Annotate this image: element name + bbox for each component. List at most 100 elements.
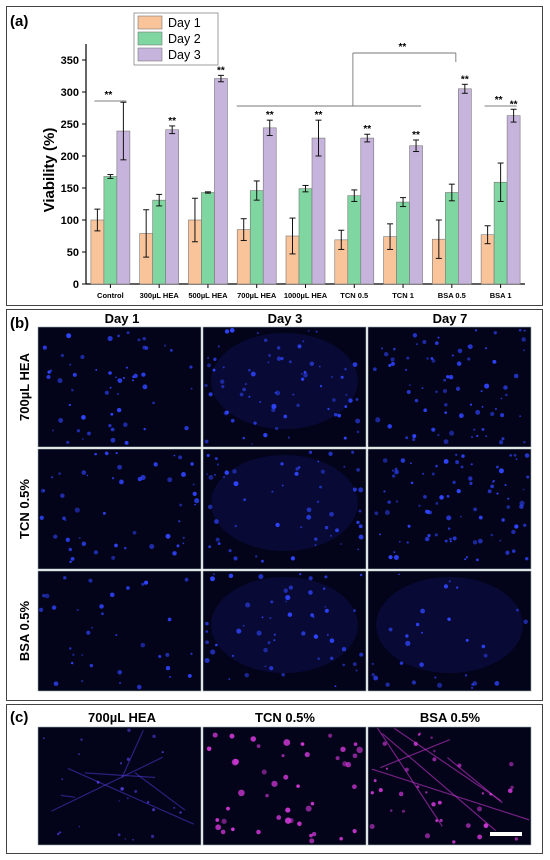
cell-nucleus xyxy=(115,634,118,637)
cell-nucleus xyxy=(493,331,497,335)
cell-nucleus xyxy=(355,418,361,424)
bar xyxy=(152,199,166,285)
bar xyxy=(262,127,277,285)
cell-nucleus xyxy=(437,800,442,805)
cell-nucleus xyxy=(407,524,411,528)
cell-nucleus xyxy=(457,763,462,768)
cell-nucleus xyxy=(96,780,100,784)
y-axis-label: Viability (%) xyxy=(41,128,58,213)
cell-nucleus xyxy=(393,347,396,351)
cell-nucleus xyxy=(206,473,208,475)
bar xyxy=(458,88,472,285)
cell-nucleus xyxy=(46,374,51,380)
cell-nucleus xyxy=(353,609,356,612)
cell-nucleus xyxy=(297,821,302,827)
cell-nucleus xyxy=(431,472,435,476)
cell-nucleus xyxy=(369,824,375,830)
x-tick-label: TCN 1 xyxy=(392,291,414,300)
cell-nucleus xyxy=(300,377,305,381)
cell-nucleus xyxy=(206,746,212,752)
cell-nucleus xyxy=(358,524,363,529)
cell-nucleus xyxy=(271,403,277,409)
cell-nucleus xyxy=(501,437,505,441)
cell-nucleus xyxy=(330,656,334,660)
cell-nucleus xyxy=(61,778,64,781)
cell-nucleus xyxy=(312,615,315,619)
cell-nucleus xyxy=(179,811,182,814)
cell-nucleus xyxy=(315,330,318,333)
cell-nucleus xyxy=(233,481,239,487)
cell-nucleus xyxy=(339,836,343,841)
cell-nucleus xyxy=(521,337,526,342)
cell-nucleus xyxy=(444,539,448,543)
bar xyxy=(165,129,179,285)
cell-nucleus xyxy=(334,685,337,688)
cell-nucleus xyxy=(207,504,213,510)
cell-nucleus xyxy=(212,573,215,576)
cell-nucleus xyxy=(71,388,74,392)
cell-nucleus xyxy=(126,757,130,761)
cell-nucleus xyxy=(164,344,167,347)
cell-nucleus xyxy=(274,391,277,394)
cell-nucleus xyxy=(109,592,115,598)
cell-nucleus xyxy=(472,540,478,545)
micrograph-haze xyxy=(211,333,358,429)
cell-nucleus xyxy=(232,654,235,657)
panel-b-letter: (b) xyxy=(10,315,29,332)
cell-nucleus xyxy=(153,462,158,467)
cell-nucleus xyxy=(108,371,112,375)
cell-nucleus xyxy=(287,612,293,617)
cell-nucleus xyxy=(390,357,395,362)
cell-nucleus xyxy=(426,509,431,515)
cell-nucleus xyxy=(476,806,483,812)
cell-nucleus xyxy=(324,525,329,530)
cell-nucleus xyxy=(400,458,406,463)
cell-nucleus xyxy=(256,744,261,748)
cell-nucleus xyxy=(356,520,360,525)
micrograph-row-c: 700µL HEA TCN 0.5% BSA 0.5% xyxy=(37,710,532,846)
cell-nucleus xyxy=(370,791,374,795)
cell-nucleus xyxy=(456,361,462,366)
cell-nucleus xyxy=(65,537,70,542)
cell-nucleus xyxy=(519,500,525,506)
cell-nucleus xyxy=(411,680,417,685)
micrograph-b xyxy=(37,448,202,570)
cell-nucleus xyxy=(76,608,79,611)
cell-nucleus xyxy=(115,376,117,379)
cell-nucleus xyxy=(460,465,464,469)
bracket-star: ** xyxy=(104,90,112,101)
cell-nucleus xyxy=(72,372,77,377)
cell-nucleus xyxy=(119,479,124,485)
cell-nucleus xyxy=(182,536,185,539)
cell-nucleus xyxy=(52,429,55,432)
cell-nucleus xyxy=(358,487,364,493)
cell-nucleus xyxy=(212,732,218,738)
cell-nucleus xyxy=(192,483,195,486)
cell-nucleus xyxy=(230,418,235,423)
cell-nucleus xyxy=(152,734,156,739)
cell-nucleus xyxy=(281,484,284,487)
cell-nucleus xyxy=(423,408,428,413)
cell-nucleus xyxy=(485,435,488,438)
cell-nucleus xyxy=(296,784,300,788)
cell-nucleus xyxy=(220,379,225,384)
cell-nucleus xyxy=(87,431,91,436)
cell-nucleus xyxy=(472,681,478,686)
cell-nucleus xyxy=(514,837,519,841)
cell-nucleus xyxy=(285,594,291,601)
cell-nucleus xyxy=(283,414,288,419)
cell-nucleus xyxy=(110,427,115,432)
cell-nucleus xyxy=(483,653,488,658)
cell-nucleus xyxy=(317,657,320,660)
cell-nucleus xyxy=(58,472,61,476)
cell-nucleus xyxy=(515,608,519,612)
micrograph-fiber xyxy=(84,772,156,779)
cell-nucleus xyxy=(523,329,526,332)
cell-nucleus xyxy=(477,538,483,544)
legend-label: Day 3 xyxy=(168,48,201,62)
cell-nucleus xyxy=(345,761,352,768)
micrograph-b xyxy=(367,570,532,692)
cell-nucleus xyxy=(143,427,146,431)
cell-nucleus xyxy=(78,825,81,828)
cell-nucleus xyxy=(426,357,429,360)
